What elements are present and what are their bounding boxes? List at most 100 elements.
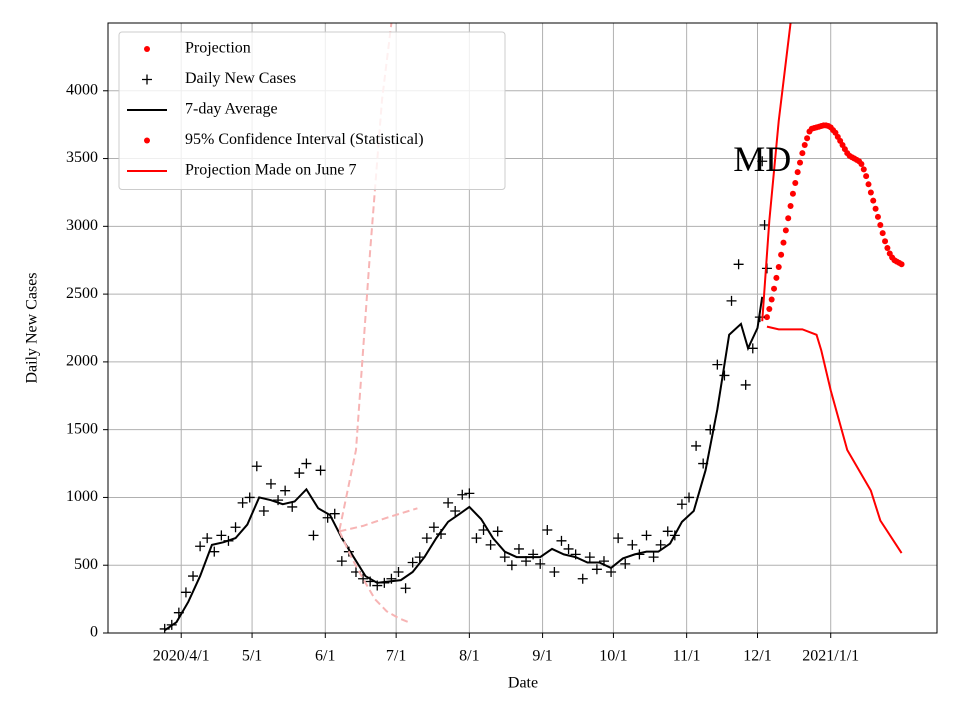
cross-marker [627, 539, 638, 550]
series-line [338, 23, 393, 531]
plot-area [159, 23, 905, 633]
cross-marker [265, 478, 276, 489]
axes: 0 500 1000 1500 2000 2500 3000 3500 4000 2020/4/1… [66, 81, 859, 664]
legend-box [118, 31, 506, 190]
dot-marker [867, 189, 874, 196]
cross-marker [414, 552, 425, 563]
cross-marker [450, 506, 461, 516]
dot-marker [872, 205, 879, 212]
cross-marker [421, 533, 432, 544]
dot-marker [794, 169, 801, 176]
cross-marker [188, 571, 199, 582]
cross-marker [648, 552, 659, 563]
dot-marker [778, 251, 785, 258]
dot-marker [865, 181, 872, 188]
series-line [339, 507, 418, 533]
cross-marker [719, 370, 730, 381]
cross-marker [287, 501, 298, 512]
cross-marker [577, 573, 588, 584]
cross-marker [358, 573, 369, 584]
cross-marker [230, 522, 241, 533]
dot-marker [879, 230, 886, 237]
y-tick-label: 2500 [66, 285, 98, 302]
dot-marker [860, 166, 867, 173]
cross-marker [301, 458, 312, 469]
x-tick-label: 12/1 [743, 648, 771, 665]
legend-label: Projection [185, 40, 251, 57]
cross-marker [620, 558, 631, 569]
x-tick-label: 7/1 [386, 648, 406, 665]
cross-marker [216, 530, 227, 541]
cross-marker [691, 440, 702, 451]
cross-marker [457, 489, 468, 500]
y-tick-label: 3500 [66, 149, 98, 166]
x-tick-label: 5/1 [242, 648, 262, 665]
dot-marker [785, 215, 792, 222]
y-tick-label: 1000 [66, 488, 98, 505]
legend-label: Projection Made on June 7 [185, 162, 357, 179]
dot-marker [804, 135, 811, 142]
dot-marker [766, 306, 773, 313]
cross-marker [195, 541, 206, 552]
legend-marker [144, 46, 150, 52]
dot-marker [863, 173, 870, 180]
y-tick-label: 1500 [66, 420, 98, 437]
cross-marker [336, 556, 347, 567]
cross-marker [676, 499, 687, 510]
dot-marker [799, 150, 806, 157]
dot-marker [870, 197, 877, 204]
cross-marker [556, 535, 567, 546]
dot-marker [763, 314, 770, 321]
dot-marker [771, 285, 778, 292]
axes-frame [107, 22, 938, 634]
cross-marker [280, 485, 291, 496]
cross-marker [757, 156, 768, 167]
dot-marker [775, 264, 782, 270]
dot-marker [768, 296, 775, 303]
cross-marker [563, 543, 574, 554]
legend-label: Daily New Cases [185, 70, 296, 87]
cross-marker [535, 558, 546, 569]
dot-marker [780, 239, 787, 246]
x-tick-label: 2021/1/1 [802, 648, 859, 665]
cross-marker [655, 539, 666, 550]
cross-marker [471, 533, 482, 544]
x-axis-label: Date [508, 675, 538, 692]
cross-marker [747, 343, 758, 354]
cross-marker [712, 359, 723, 370]
y-tick-label: 500 [74, 556, 98, 573]
dot-marker [858, 160, 865, 167]
dot-marker [787, 203, 794, 209]
cross-marker [684, 492, 695, 503]
cross-marker [542, 524, 553, 535]
series-line [164, 296, 764, 632]
cross-marker [662, 526, 673, 537]
cross-marker [244, 492, 255, 503]
dot-marker [797, 159, 804, 166]
dot-marker [789, 190, 796, 197]
series-line [338, 530, 411, 624]
cross-marker [740, 379, 751, 390]
cross-marker [513, 543, 524, 554]
x-tick-label: 9/1 [532, 648, 552, 665]
legend: Projection Daily New Cases 7-day Average 95… [118, 31, 506, 190]
series-line [761, 23, 792, 322]
cross-marker [315, 465, 326, 476]
legend-label: 95% Confidence Interval (Statistical) [185, 131, 424, 148]
cross-marker [209, 546, 220, 557]
cross-marker [258, 506, 269, 516]
dot-marker [792, 179, 799, 186]
cross-marker [506, 560, 517, 571]
cross-marker [584, 552, 595, 563]
legend-marker [144, 137, 150, 144]
y-tick-label: 3000 [66, 217, 98, 234]
dot-marker [882, 238, 889, 245]
cross-marker [428, 522, 439, 533]
x-tick-label: 11/1 [673, 648, 701, 665]
cross-marker [393, 567, 404, 577]
cross-marker [485, 539, 496, 550]
cross-marker [237, 497, 248, 508]
cross-marker [499, 552, 510, 563]
legend-label: 7-day Average [185, 101, 278, 118]
